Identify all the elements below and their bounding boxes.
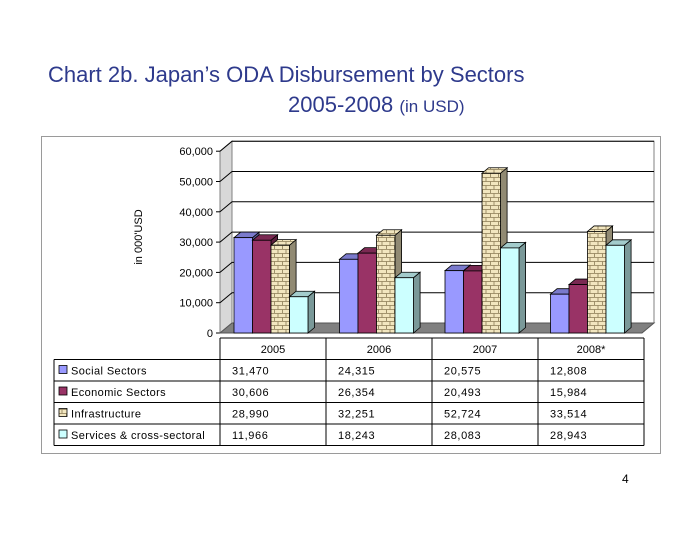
bar-front — [339, 258, 359, 334]
y-axis-label: in 000'USD — [133, 209, 145, 264]
chart-frame: 0 10,000 20,000 30,000 40,000 50,000 60,000 in … — [41, 136, 661, 454]
data-label: 28,943 — [550, 430, 587, 442]
bar-front — [270, 244, 290, 334]
data-label: 33,514 — [550, 409, 587, 421]
bar-front — [605, 244, 625, 334]
bar-front — [233, 237, 253, 334]
y-tick-label: 60,000 — [179, 146, 213, 158]
bar-front — [289, 296, 309, 334]
bar-front — [463, 270, 483, 334]
data-label: 52,724 — [444, 409, 481, 421]
y-tick-label: 20,000 — [179, 267, 213, 279]
y-tick-label: 30,000 — [179, 237, 213, 249]
y-tick-label: 10,000 — [179, 298, 213, 310]
bar-front — [550, 293, 570, 334]
data-label: 30,606 — [232, 387, 269, 399]
legend-entry: Infrastructure — [71, 409, 141, 421]
data-label: 20,575 — [444, 366, 481, 378]
data-label: 26,354 — [338, 387, 375, 399]
bar — [604, 238, 633, 334]
y-tick-label: 40,000 — [179, 207, 213, 219]
data-label: 32,251 — [338, 409, 375, 421]
slide-title-years: 2005-2008 — [288, 92, 394, 117]
bar-front — [252, 239, 272, 334]
gridline — [219, 140, 654, 152]
legend-entry: Economic Sectors — [71, 387, 166, 399]
x-category-label: 2006 — [367, 344, 391, 356]
y-tick-label: 50,000 — [179, 177, 213, 189]
gridline — [219, 171, 654, 182]
data-label: 12,808 — [550, 366, 587, 378]
bar-side — [624, 238, 632, 334]
data-label: 24,315 — [338, 366, 375, 378]
bar-chart: 0 10,000 20,000 30,000 40,000 50,000 60,000 in … — [53, 140, 656, 446]
legend-entry: Services & cross-sectoral — [71, 430, 205, 442]
data-label: 11,966 — [232, 430, 268, 442]
gridline — [219, 201, 654, 213]
slide-title-unit: (in USD) — [399, 97, 465, 116]
gridline — [219, 231, 654, 243]
legend-key — [58, 386, 68, 396]
bar-front — [587, 231, 607, 334]
legend-key — [58, 408, 68, 417]
bar — [499, 241, 527, 334]
bar-front — [500, 247, 520, 334]
bar-front — [376, 234, 396, 334]
bar — [393, 271, 422, 334]
data-label: 20,493 — [444, 387, 481, 399]
legend-key — [58, 429, 68, 439]
data-label: 28,083 — [444, 430, 481, 442]
bar-front — [568, 284, 588, 334]
x-category-label: 2008* — [577, 344, 606, 356]
slide-title-line1: Chart 2b. Japan’s ODA Disbursement by Se… — [48, 62, 525, 87]
bar-side — [413, 271, 421, 334]
bar-front — [444, 270, 464, 334]
data-label: 18,243 — [338, 430, 375, 442]
bar-front — [481, 172, 501, 334]
bar — [288, 290, 316, 334]
legend-key — [58, 365, 68, 374]
x-category-label: 2007 — [473, 344, 497, 356]
data-table: 2005 2006 2007 2008* Social Sectors 31,470 24,… — [53, 337, 645, 446]
slide-title-line2: 2005-2008 (in USD) — [288, 90, 465, 122]
x-category-label: 2005 — [261, 344, 285, 356]
y-tick-label: 0 — [207, 328, 213, 340]
bar-front — [394, 277, 414, 334]
bar-side — [518, 241, 527, 334]
data-label: 28,990 — [232, 409, 269, 421]
bar-front — [357, 252, 377, 334]
bar-side — [307, 290, 316, 334]
data-label: 31,470 — [232, 366, 269, 378]
page-number: 4 — [622, 472, 629, 486]
data-label: 15,984 — [550, 387, 587, 399]
legend-entry: Social Sectors — [71, 366, 147, 378]
